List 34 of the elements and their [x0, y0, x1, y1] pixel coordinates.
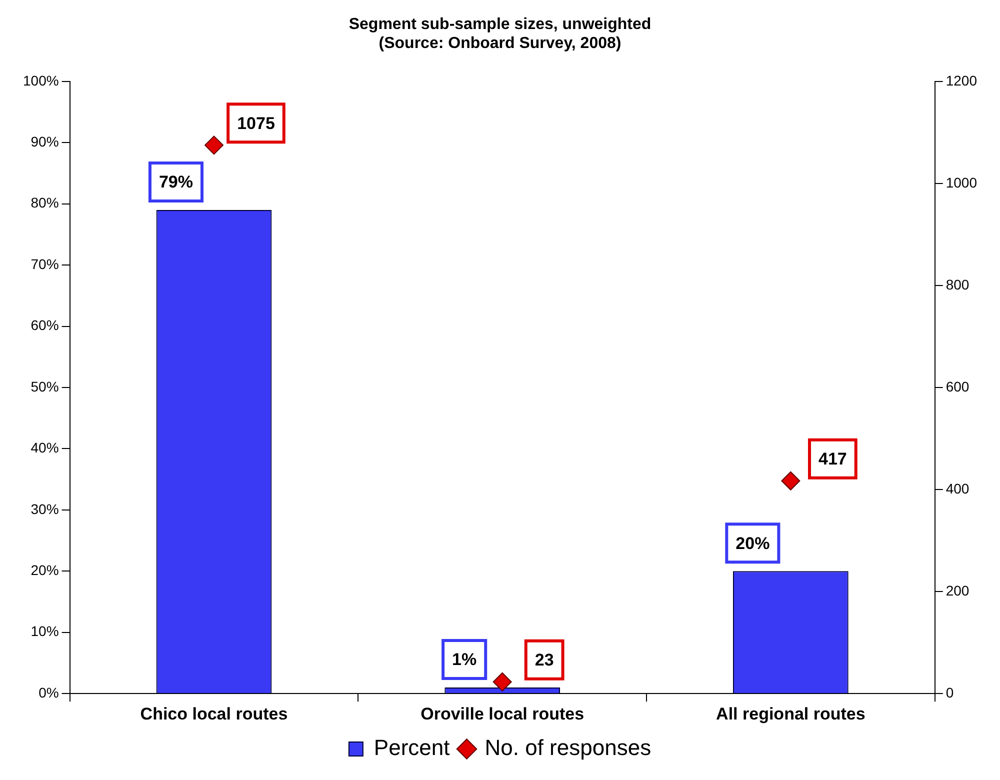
y-tick-label: 90% — [30, 133, 59, 150]
point — [492, 672, 512, 692]
legend-label: No. of responses — [484, 735, 652, 760]
y2-tick-label: 1000 — [946, 174, 978, 190]
chart-subtitle: (Source: Onboard Survey, 2008) — [378, 35, 622, 52]
point — [204, 136, 224, 155]
y-tick-label: 30% — [30, 500, 59, 517]
y-tick-label: 60% — [30, 317, 59, 334]
y-tick-label: 10% — [30, 623, 59, 640]
y2-tick-label: 400 — [946, 480, 970, 496]
y-tick-label: 80% — [30, 194, 59, 211]
y2-tick-label: 200 — [946, 582, 970, 598]
y-tick-label: 40% — [30, 440, 59, 456]
y2-tick-label: 600 — [946, 378, 970, 394]
chart-title: Segment sub-sample sizes, unweighted — [348, 16, 652, 34]
y-tick-label: 50% — [30, 378, 59, 394]
data-label: 417 — [818, 450, 847, 469]
legend-label: Percent — [374, 735, 450, 760]
y-tick-label: 20% — [30, 562, 59, 578]
x-tick-label: Chico local routes — [140, 704, 288, 724]
y-tick-label: 70% — [30, 256, 59, 272]
data-label: 23 — [534, 650, 554, 670]
data-label: 20% — [736, 534, 770, 553]
y2-tick-label: 800 — [946, 276, 970, 292]
y-tick-label: 100% — [22, 72, 59, 88]
x-tick-label: All regional routes — [716, 704, 866, 724]
x-tick-label: Oroville local routes — [420, 704, 584, 724]
data-label: 79% — [158, 172, 193, 192]
y2-tick-label: 1200 — [946, 72, 978, 88]
point — [781, 471, 800, 490]
y-tick-label: 0% — [38, 684, 59, 700]
y2-tick-label: 0 — [946, 684, 954, 700]
data-label: 1% — [452, 650, 477, 670]
data-label: 1075 — [237, 114, 275, 133]
